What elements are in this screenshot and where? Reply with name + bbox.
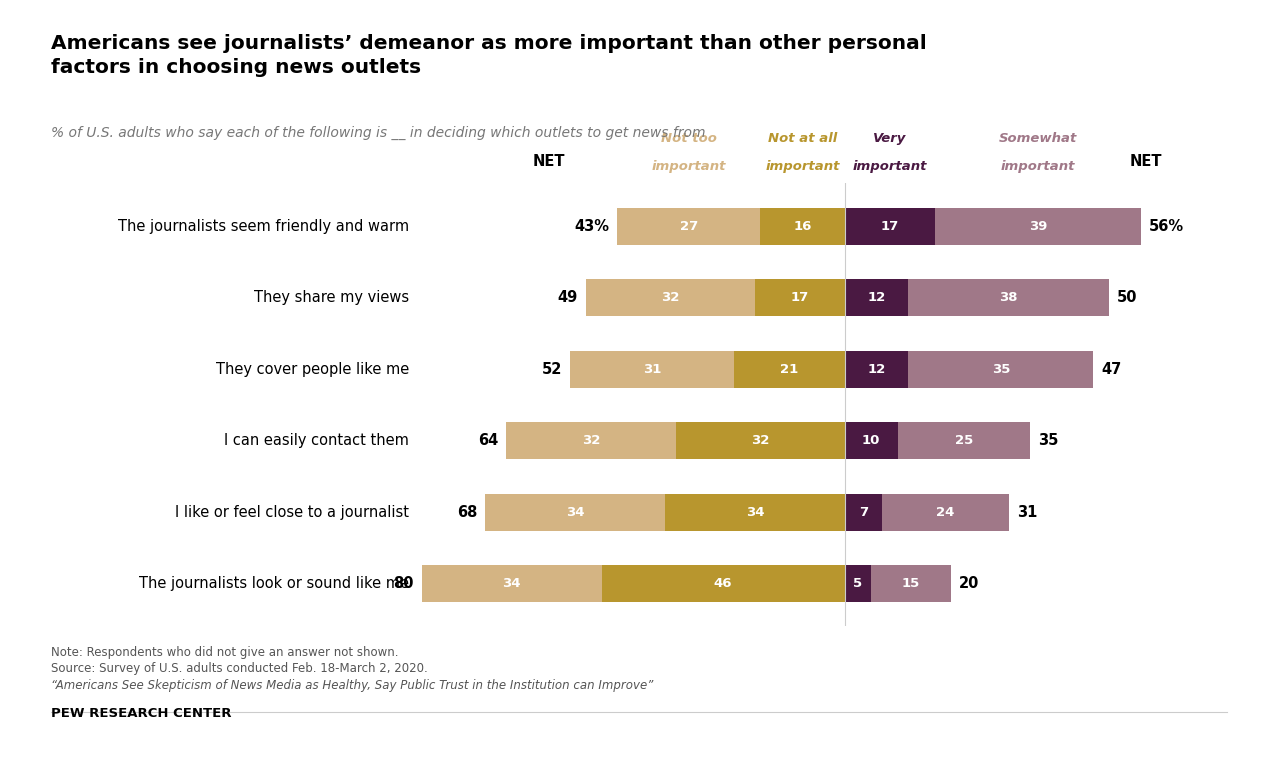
Text: They cover people like me: They cover people like me <box>216 361 409 377</box>
Text: 12: 12 <box>868 363 886 376</box>
Bar <box>422 565 602 602</box>
Text: PEW RESEARCH CENTER: PEW RESEARCH CENTER <box>51 707 231 720</box>
Text: 80: 80 <box>394 576 414 591</box>
Bar <box>872 565 951 602</box>
Text: 56%: 56% <box>1149 219 1183 234</box>
Bar <box>845 208 934 244</box>
Text: 34: 34 <box>502 577 521 590</box>
Text: 50: 50 <box>1117 290 1137 305</box>
Text: 25: 25 <box>955 434 973 447</box>
Text: 34: 34 <box>566 506 584 519</box>
Text: 43%: 43% <box>575 219 610 234</box>
Bar <box>882 494 1008 531</box>
Text: Not too: Not too <box>661 132 717 145</box>
Text: 5: 5 <box>854 577 863 590</box>
Bar <box>734 351 845 388</box>
Text: The journalists seem friendly and warm: The journalists seem friendly and warm <box>118 219 409 234</box>
Text: 64: 64 <box>478 433 498 448</box>
Bar <box>845 422 897 459</box>
Bar <box>665 494 845 531</box>
Bar <box>570 351 734 388</box>
Text: 52: 52 <box>542 361 562 377</box>
Bar <box>909 279 1109 316</box>
Bar <box>845 351 909 388</box>
Text: Not at all: Not at all <box>768 132 837 145</box>
Text: 34: 34 <box>745 506 764 519</box>
Text: Somewhat: Somewhat <box>998 132 1077 145</box>
Text: I like or feel close to a journalist: I like or feel close to a journalist <box>175 505 409 520</box>
Text: 24: 24 <box>935 506 955 519</box>
Text: 46: 46 <box>714 577 732 590</box>
Text: 68: 68 <box>458 505 477 520</box>
Text: 10: 10 <box>863 434 881 447</box>
Text: I can easily contact them: I can easily contact them <box>224 433 409 448</box>
Bar <box>845 565 872 602</box>
Bar <box>617 208 760 244</box>
Text: They share my views: They share my views <box>254 290 409 305</box>
Text: 39: 39 <box>1029 220 1047 233</box>
Bar <box>602 565 845 602</box>
Text: 47: 47 <box>1102 361 1122 377</box>
Text: NET: NET <box>1130 154 1163 169</box>
Bar <box>486 494 665 531</box>
Text: important: important <box>1001 160 1075 173</box>
Bar <box>845 279 909 316</box>
Text: 35: 35 <box>992 363 1010 376</box>
Bar <box>755 279 845 316</box>
Text: 31: 31 <box>1017 505 1036 520</box>
Text: Americans see journalists’ demeanor as more important than other personal
factor: Americans see journalists’ demeanor as m… <box>51 34 927 77</box>
Bar <box>676 422 845 459</box>
Text: important: important <box>652 160 726 173</box>
Text: 21: 21 <box>780 363 799 376</box>
Text: % of U.S. adults who say each of the following is __ in deciding which outlets t: % of U.S. adults who say each of the fol… <box>51 126 705 141</box>
Text: 38: 38 <box>999 291 1019 304</box>
Text: 31: 31 <box>643 363 661 376</box>
Text: Note: Respondents who did not give an answer not shown.: Note: Respondents who did not give an an… <box>51 646 399 659</box>
Text: 12: 12 <box>868 291 886 304</box>
Text: 32: 32 <box>661 291 680 304</box>
Text: 32: 32 <box>751 434 769 447</box>
Text: 32: 32 <box>581 434 601 447</box>
Bar <box>845 494 882 531</box>
Text: important: important <box>852 160 927 173</box>
Text: “Americans See Skepticism of News Media as Healthy, Say Public Trust in the Inst: “Americans See Skepticism of News Media … <box>51 679 653 692</box>
Bar <box>909 351 1094 388</box>
Bar <box>897 422 1030 459</box>
Text: Very: Very <box>873 132 906 145</box>
Text: 15: 15 <box>902 577 920 590</box>
Text: 7: 7 <box>859 506 868 519</box>
Text: 17: 17 <box>791 291 809 304</box>
Text: 35: 35 <box>1038 433 1058 448</box>
Text: 27: 27 <box>680 220 698 233</box>
Text: 49: 49 <box>557 290 578 305</box>
Bar <box>760 208 845 244</box>
Text: Source: Survey of U.S. adults conducted Feb. 18-March 2, 2020.: Source: Survey of U.S. adults conducted … <box>51 662 428 675</box>
Text: 17: 17 <box>881 220 898 233</box>
Bar <box>585 279 755 316</box>
Text: 20: 20 <box>958 576 979 591</box>
Bar <box>934 208 1141 244</box>
Text: NET: NET <box>533 154 565 169</box>
Text: important: important <box>766 160 840 173</box>
Text: The journalists look or sound like me: The journalists look or sound like me <box>139 576 409 591</box>
Text: 16: 16 <box>794 220 812 233</box>
Bar <box>506 422 676 459</box>
